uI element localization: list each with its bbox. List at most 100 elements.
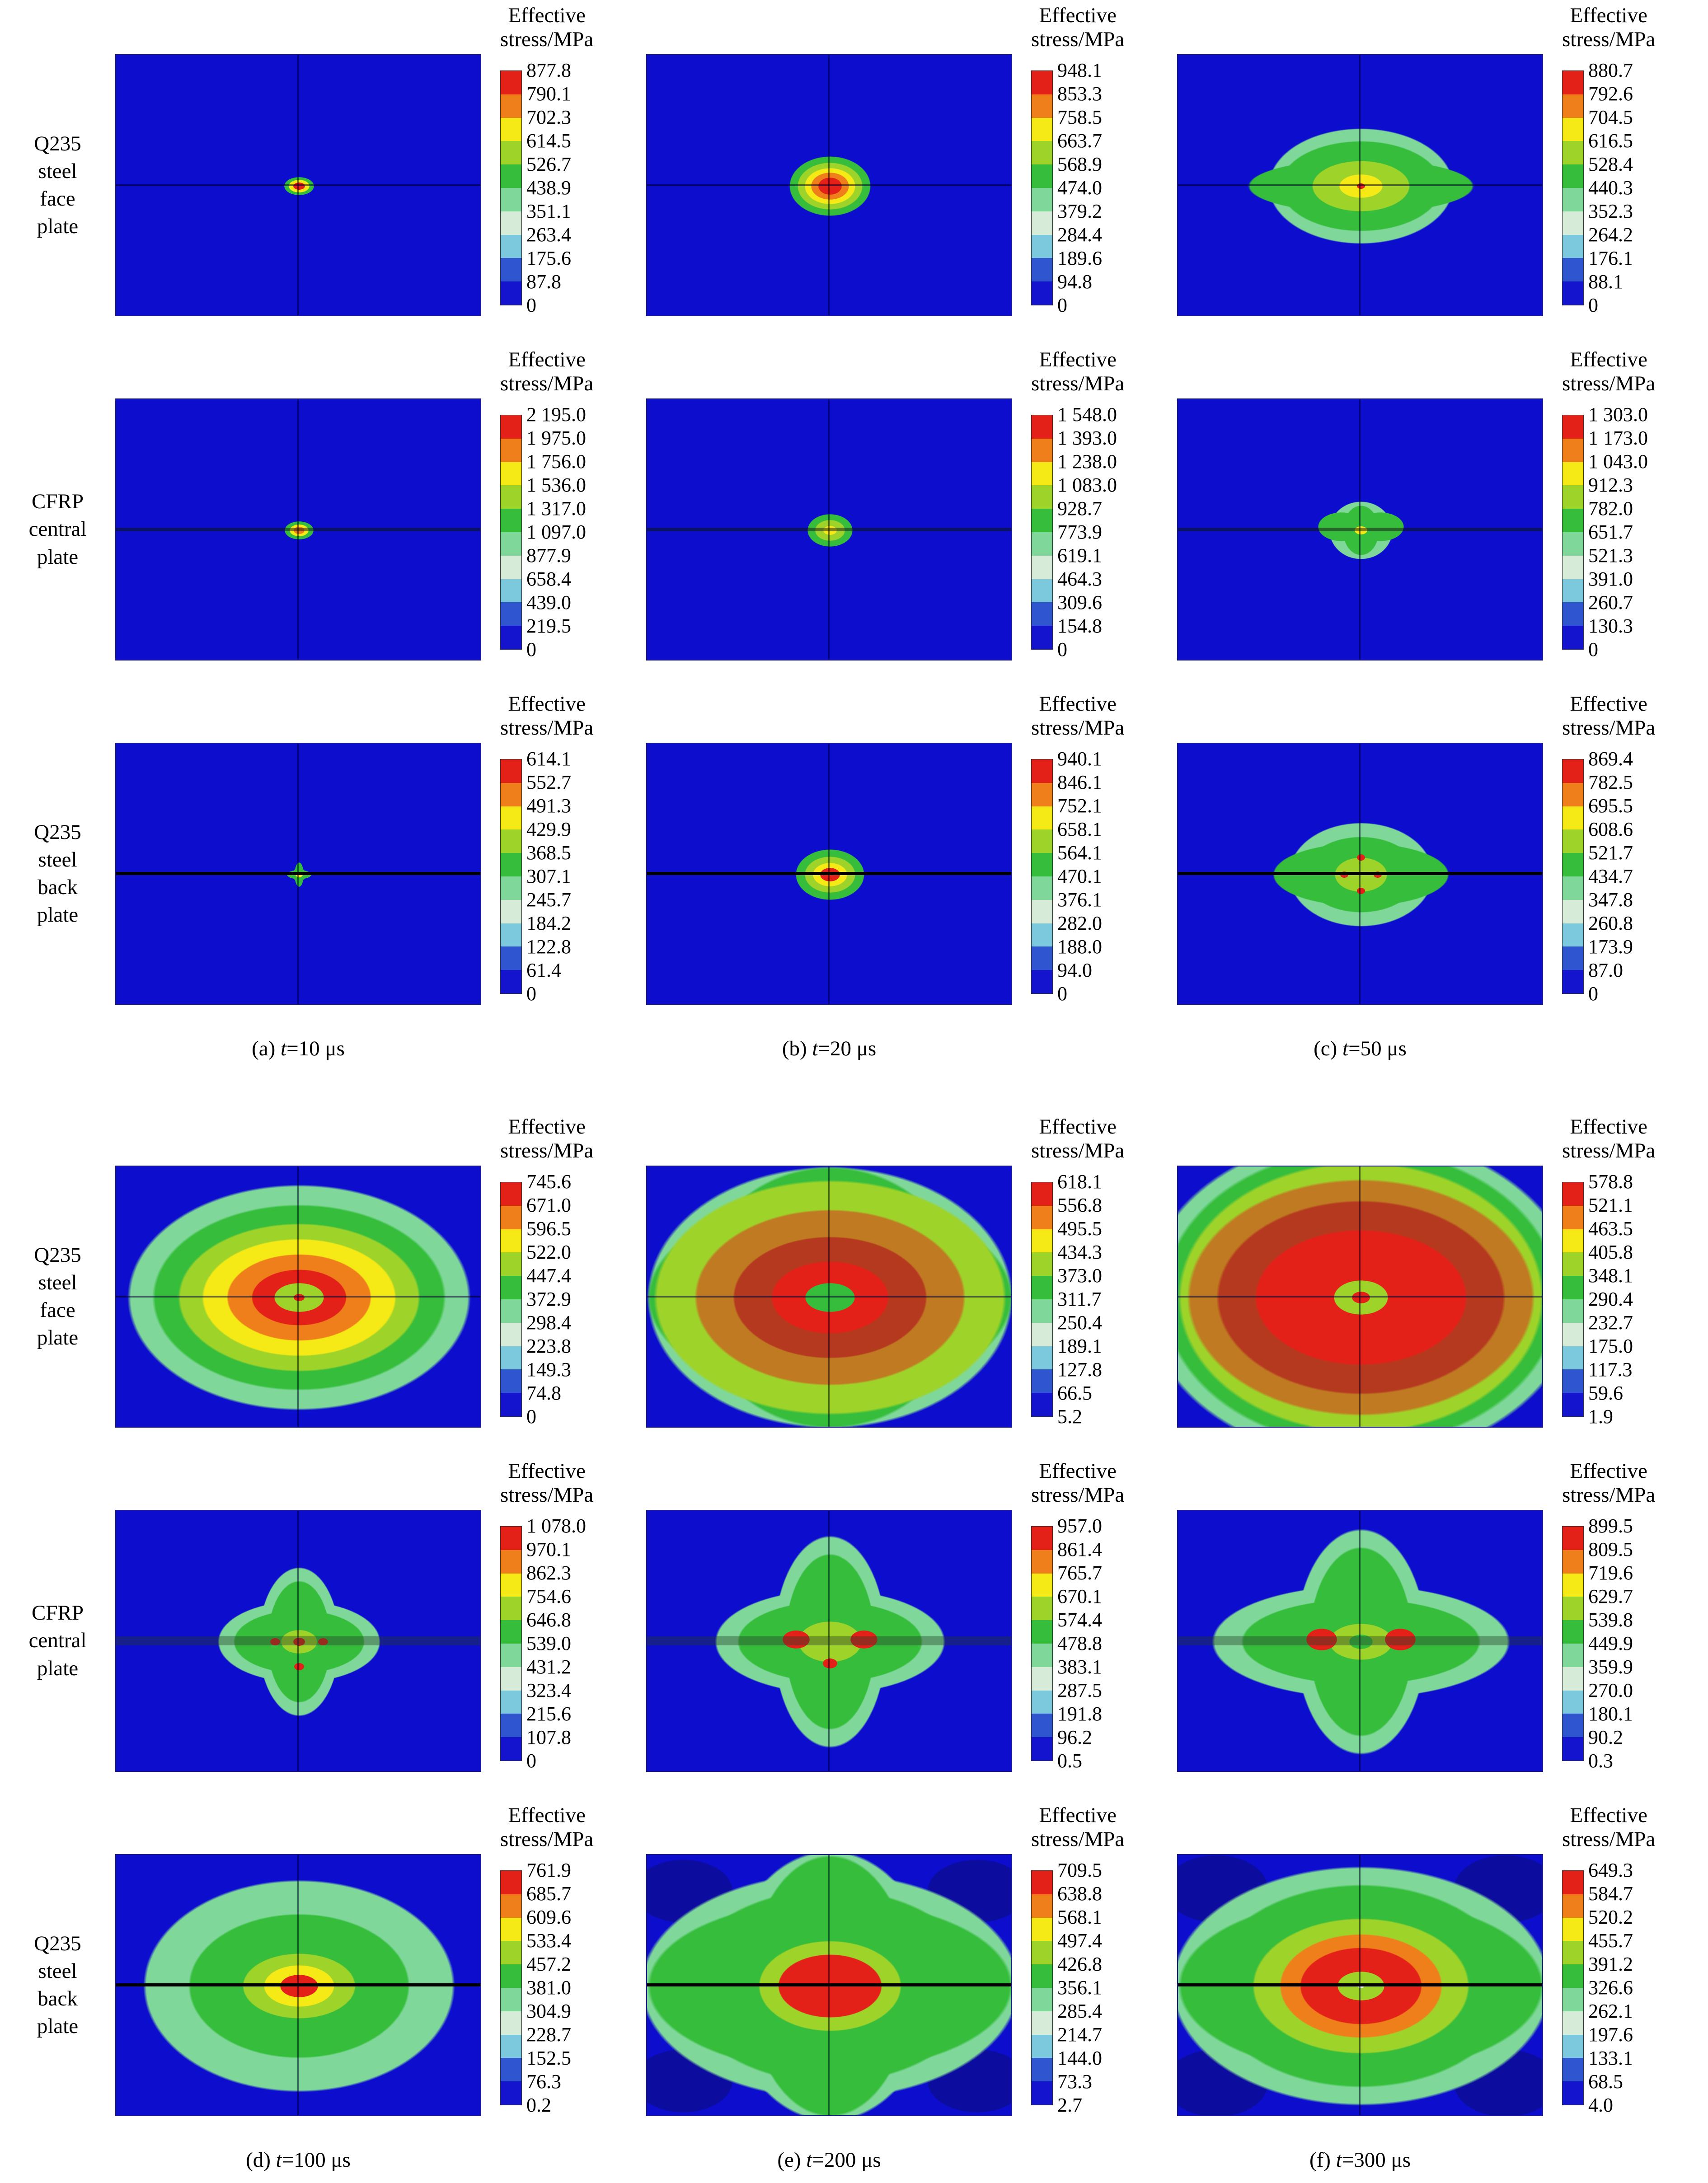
stress-panel: Effective stress/MPa 957.0 861.4 765.7 670.… [646, 1459, 1177, 1772]
colorbar-tick: 474.0 [1057, 177, 1102, 199]
colorbar-tick: 704.5 [1588, 106, 1633, 128]
colorbar-tick: 189.1 [1057, 1335, 1102, 1357]
panel-caption: (d) t=100 μs [115, 2148, 646, 2172]
colorbar-group: Effective stress/MPa 899.5 809.5 719.6 629.… [1562, 1459, 1655, 1772]
contour-plot [646, 1510, 1012, 1772]
colorbar-title-line2: stress/MPa [1031, 1138, 1125, 1162]
crosshair-horizontal-line [1178, 184, 1542, 186]
colorbar-tick: 372.9 [526, 1288, 571, 1310]
crosshair-horizontal-line [1178, 872, 1542, 875]
crosshair-horizontal-line [116, 184, 480, 186]
stress-panel: Effective stress/MPa 880.7 792.6 704.5 616.… [1177, 4, 1708, 316]
colorbar-band [501, 94, 521, 118]
colorbar-title-line2: stress/MPa [1562, 1138, 1656, 1162]
colorbar-group: Effective stress/MPa 2 195.0 1 975.0 1 756… [500, 348, 593, 661]
colorbar-band [1032, 1894, 1052, 1918]
colorbar-tick: 429.9 [526, 818, 571, 840]
colorbar-tick: 0 [526, 638, 536, 661]
colorbar-band [1032, 71, 1052, 94]
colorbar-tick: 73.3 [1057, 2071, 1092, 2093]
colorbar-title-line2: stress/MPa [500, 716, 594, 740]
colorbar-band [501, 281, 521, 305]
colorbar-band [1032, 509, 1052, 532]
colorbar-band [1563, 1322, 1583, 1346]
colorbar-tick: 219.5 [526, 615, 571, 637]
colorbar-band [1563, 281, 1583, 305]
colorbar-tick: 0 [1588, 983, 1598, 1005]
colorbar-band [1032, 94, 1052, 118]
colorbar-band [1032, 1737, 1052, 1761]
caption-value: =200 μs [812, 2148, 881, 2172]
colorbar-tick: 869.4 [1588, 748, 1633, 770]
colorbar-band [1563, 829, 1583, 853]
stress-panel: Effective stress/MPa 649.3 584.7 520.2 455.… [1177, 1804, 1708, 2116]
colorbar-tick: 761.9 [526, 1859, 571, 1881]
colorbar-tick: 347.8 [1588, 889, 1633, 911]
colorbar-band [501, 1871, 521, 1894]
colorbar-band [1563, 1369, 1583, 1393]
colorbar-body: 957.0 861.4 765.7 670.1 574.4 478.8 383.1 287.5… [1031, 1516, 1124, 1771]
colorbar-band [1563, 187, 1583, 211]
contour-plot [1177, 743, 1543, 1005]
contour-plot [115, 1166, 481, 1428]
colorbar-tick: 765.7 [1057, 1562, 1102, 1584]
colorbar-tick: 1 536.0 [526, 474, 586, 496]
row-label: Q235 steel back plate [34, 1931, 81, 2038]
colorbar-tick: 326.6 [1588, 1977, 1633, 1999]
colorbar-title: Effective stress/MPa [1031, 1459, 1124, 1508]
colorbar-band [501, 1322, 521, 1346]
panel-cells: Effective stress/MPa 761.9 685.7 609.6 533.… [115, 1804, 1708, 2116]
colorbar-tick: 809.5 [1588, 1538, 1633, 1560]
colorbar-tick: 149.3 [526, 1359, 571, 1381]
colorbar-band [501, 759, 521, 783]
colorbar-tick-labels: 1 303.0 1 173.0 1 043.0 912.3 782.0 651.7 521.… [1588, 405, 1648, 660]
colorbar-title-line2: stress/MPa [500, 371, 594, 395]
colorbar-band [501, 782, 521, 806]
colorbar-tick-labels: 869.4 782.5 695.5 608.6 521.7 434.7 347.8 260.8… [1588, 749, 1633, 1004]
colorbar-band [501, 1737, 521, 1761]
colorbar-tick: 270.0 [1588, 1679, 1633, 1701]
colorbar-tick: 495.5 [1057, 1218, 1102, 1240]
colorbar-band [1032, 1182, 1052, 1206]
colorbar [1031, 70, 1053, 305]
colorbar-title-line1: Effective [1570, 4, 1647, 27]
colorbar-tick: 154.8 [1057, 615, 1102, 637]
colorbar-tick: 184.2 [526, 912, 571, 934]
colorbar-title-line2: stress/MPa [500, 27, 594, 51]
colorbar-tick-labels: 957.0 861.4 765.7 670.1 574.4 478.8 383.1 287.5… [1057, 1516, 1102, 1771]
colorbar-band [1032, 2011, 1052, 2035]
colorbar-title: Effective stress/MPa [1031, 348, 1124, 397]
colorbar-band [1032, 281, 1052, 305]
colorbar [1562, 1182, 1584, 1417]
colorbar-band [1563, 485, 1583, 509]
colorbar-title: Effective stress/MPa [500, 1115, 593, 1164]
colorbar-tick-labels: 618.1 556.8 495.5 434.3 373.0 311.7 250.4 189.1… [1057, 1172, 1102, 1427]
colorbar-tick: 709.5 [1057, 1859, 1102, 1881]
colorbar-band [501, 1205, 521, 1229]
colorbar-tick: 1 548.0 [1057, 403, 1117, 426]
colorbar-band [1032, 2058, 1052, 2082]
crosshair-horizontal-line [116, 1636, 480, 1645]
colorbar-band [501, 2081, 521, 2105]
colorbar-tick: 66.5 [1057, 1382, 1092, 1404]
colorbar-title: Effective stress/MPa [500, 4, 593, 52]
caption-variable: t [812, 1037, 818, 1060]
colorbar [500, 759, 522, 994]
colorbar-tick: 359.9 [1588, 1656, 1633, 1678]
colorbar-tick-labels: 948.1 853.3 758.5 663.7 568.9 474.0 379.2 284.4… [1057, 61, 1102, 315]
stress-panel: Effective stress/MPa 761.9 685.7 609.6 533.… [115, 1804, 646, 2116]
colorbar-tick: 0 [526, 983, 536, 1005]
colorbar-band [1563, 782, 1583, 806]
colorbar-tick: 74.8 [526, 1382, 561, 1404]
colorbar-tick: 526.7 [526, 153, 571, 175]
caption-variable: t [276, 2148, 282, 2172]
colorbar-band [1563, 2011, 1583, 2035]
colorbar-title: Effective stress/MPa [500, 1459, 593, 1508]
colorbar-tick-labels: 940.1 846.1 752.1 658.1 564.1 470.1 376.1 282.0… [1057, 749, 1102, 1004]
colorbar-tick: 87.0 [1588, 959, 1623, 981]
panel-row: Q235 steel face plate Effective stress/M… [0, 4, 1708, 316]
colorbar-tick: 263.4 [526, 224, 571, 246]
colorbar-tick: 671.0 [526, 1194, 571, 1216]
colorbar-band [1032, 970, 1052, 993]
colorbar-band [1032, 555, 1052, 579]
